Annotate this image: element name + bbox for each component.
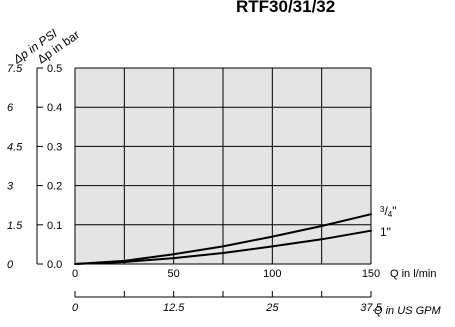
x-tick-label: 100 (263, 268, 281, 280)
series-label-denominator: 4 (388, 210, 393, 219)
y-tick-label: 0.0 (47, 259, 62, 271)
y2-tick-label: 7.5 (7, 63, 23, 75)
y-tick-label: 0.1 (47, 220, 62, 232)
x2-tick-label: 12.5 (163, 302, 185, 314)
y-tick-label: 0.5 (47, 63, 62, 75)
grid (74, 67, 372, 265)
series-label-slash: / (384, 204, 388, 218)
series-line-three-quarter-inch (74, 213, 372, 265)
x2-tick-label: 37.5 (360, 302, 382, 314)
y2-tick-label: 4.5 (7, 141, 23, 153)
x2-tick-label: 25 (265, 302, 279, 314)
x-tick-label: 50 (168, 268, 180, 280)
axes: 0.0 0 0.1 1.5 0.2 3 0.3 4.5 0.4 6 0.5 7.5 0 50 100 150 0… (7, 63, 383, 314)
series-line-one-inch (74, 229, 372, 265)
x2-tick-label: 0 (72, 302, 79, 314)
x-axis-label: Q in l/min (390, 268, 436, 280)
y-tick-label: 0.2 (47, 181, 62, 193)
y-tick-label: 0.4 (47, 102, 62, 114)
y2-tick-label: 0 (7, 259, 14, 271)
series-label-one-inch: 1" (380, 225, 391, 239)
x2-axis-label: Q in US GPM (374, 305, 441, 317)
y-tick-label: 0.3 (47, 141, 62, 153)
y2-tick-label: 1.5 (7, 220, 23, 232)
x-tick-label: 150 (362, 268, 380, 280)
chart-title: RTF30/31/32 (236, 0, 335, 16)
x-tick-label: 0 (72, 268, 78, 280)
series-lines: 3/4"1" (74, 204, 397, 265)
series-label-numerator: 3 (380, 205, 385, 214)
series-label-suffix: " (392, 204, 396, 218)
series-label-three-quarter-inch: 3/4" (380, 204, 397, 219)
y2-tick-label: 6 (7, 102, 14, 114)
y2-tick-label: 3 (7, 181, 14, 193)
